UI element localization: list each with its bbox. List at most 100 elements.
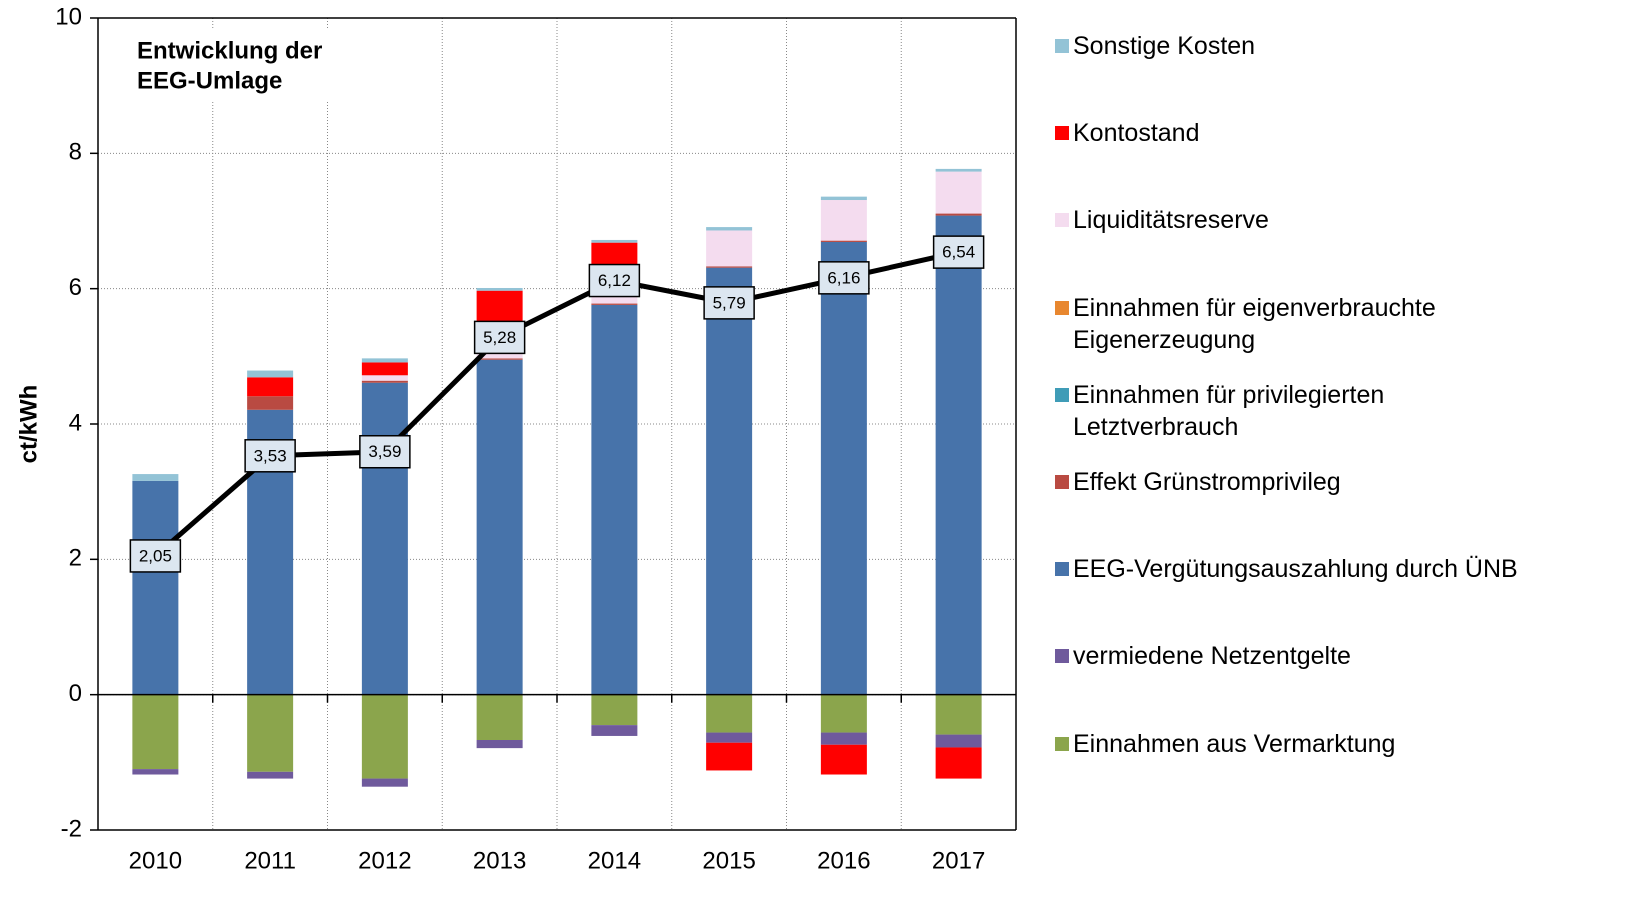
y-tick-label: -2 — [61, 815, 82, 842]
legend-swatch — [1055, 39, 1069, 53]
bar-segment — [476, 290, 523, 325]
legend-label: Einnahmen aus Vermarktung — [1073, 729, 1396, 758]
bar-segment — [820, 241, 867, 695]
bar-segment — [706, 267, 753, 695]
bar-segment — [247, 370, 294, 378]
bar-segment — [591, 303, 638, 305]
title-background — [128, 30, 358, 102]
y-tick-label: 2 — [69, 545, 82, 572]
data-label: 5,79 — [713, 293, 746, 312]
legend-label: Einnahmen für eigenverbrauchte Eigenerze… — [1073, 293, 1436, 354]
data-label: 3,53 — [254, 446, 287, 465]
y-tick-label: 4 — [69, 409, 82, 436]
bar-segment — [706, 266, 753, 268]
bar-segment — [132, 694, 179, 770]
legend-swatch — [1055, 300, 1069, 315]
y-tick-label: 6 — [69, 274, 82, 301]
legend-swatch — [1055, 126, 1069, 141]
bar-segment — [935, 168, 982, 172]
bar-segment — [935, 213, 982, 216]
bar-segment — [361, 358, 408, 363]
legend-swatch — [1055, 562, 1069, 577]
data-label-box — [129, 539, 182, 573]
x-tick-label: 2012 — [358, 847, 411, 874]
bar-segment — [247, 377, 294, 397]
chart-title-line: Entwicklung der — [137, 37, 322, 64]
bar-segment — [132, 769, 179, 775]
bar-segment — [706, 227, 753, 231]
bar-segment — [820, 240, 867, 242]
bar-segment — [476, 358, 523, 360]
bar-segment — [361, 778, 408, 787]
x-tick-label: 2010 — [129, 847, 182, 874]
x-tick-label: 2011 — [244, 847, 296, 874]
bar-segment — [591, 725, 638, 736]
bar-segment — [591, 239, 638, 243]
data-label: 3,59 — [368, 442, 401, 461]
y-tick-label: 10 — [55, 3, 82, 30]
data-label-box — [359, 434, 411, 469]
y-tick-label: 0 — [69, 680, 82, 707]
bar-segment — [935, 734, 982, 748]
legend-label: vermiedene Netzentgelte — [1073, 642, 1351, 671]
x-tick-label: 2014 — [588, 847, 641, 874]
bar-segment — [935, 171, 982, 214]
bar-segment — [820, 732, 867, 745]
bar-segment — [476, 740, 523, 749]
legend-swatch — [1055, 649, 1069, 664]
data-label-box — [588, 263, 641, 298]
data-label-box — [932, 235, 985, 269]
bar-segment — [361, 694, 408, 779]
data-label: 5,28 — [483, 328, 516, 347]
bar-segment — [361, 380, 408, 383]
data-label-box — [473, 320, 526, 355]
bar-segment — [935, 694, 982, 735]
data-label: 6,16 — [827, 268, 860, 287]
data-label-box — [244, 439, 296, 473]
data-label-box — [703, 286, 755, 320]
bar-segment — [820, 694, 867, 733]
x-tick-label: 2015 — [702, 847, 755, 874]
data-label: 6,12 — [598, 271, 631, 290]
legend-label: EEG-Vergütungsauszahlung durch ÜNB — [1073, 555, 1518, 584]
bar-segment — [361, 382, 408, 695]
bar-segment — [706, 742, 753, 771]
bar-segment — [706, 732, 753, 743]
bar-segment — [706, 230, 753, 267]
data-label-box — [818, 261, 870, 295]
bar-segment — [935, 747, 982, 779]
bar-segment — [476, 694, 523, 741]
bar-segment — [591, 242, 638, 267]
data-label: 2,05 — [139, 546, 172, 565]
bar-segment — [247, 771, 294, 779]
bar-segment — [132, 480, 179, 695]
data-label: 6,54 — [942, 243, 975, 262]
bar-segment — [935, 215, 982, 695]
x-tick-label: 2013 — [473, 847, 526, 874]
legend-label: Einnahmen für privilegierten Letztverbra… — [1073, 380, 1385, 441]
bar-segment — [247, 694, 294, 772]
y-axis-label: ct/kWh — [15, 385, 42, 464]
legend-label: Liquiditätsreserve — [1073, 206, 1269, 235]
legend-swatch — [1055, 736, 1069, 751]
y-tick-label: 8 — [69, 139, 82, 166]
bar-segment — [247, 396, 294, 410]
x-tick-label: 2017 — [932, 847, 985, 874]
bar-segment — [820, 744, 867, 775]
bar-segment — [591, 694, 638, 726]
bar-segment — [591, 304, 638, 695]
bar-segment — [361, 375, 408, 381]
chart-title: Entwicklung der EEG-Umlage — [128, 30, 358, 102]
x-tick-label: 2016 — [817, 847, 870, 874]
legend-label: Kontostand — [1073, 119, 1200, 148]
legend-label: Effekt Grünstromprivileg — [1073, 468, 1341, 496]
bar-segment — [476, 287, 523, 291]
bar-segment — [706, 694, 753, 733]
bar-segment — [361, 362, 408, 376]
bar-segment — [132, 474, 179, 481]
bar-segment — [476, 359, 523, 695]
legend-swatch — [1055, 213, 1069, 228]
legend-swatch — [1055, 475, 1069, 489]
